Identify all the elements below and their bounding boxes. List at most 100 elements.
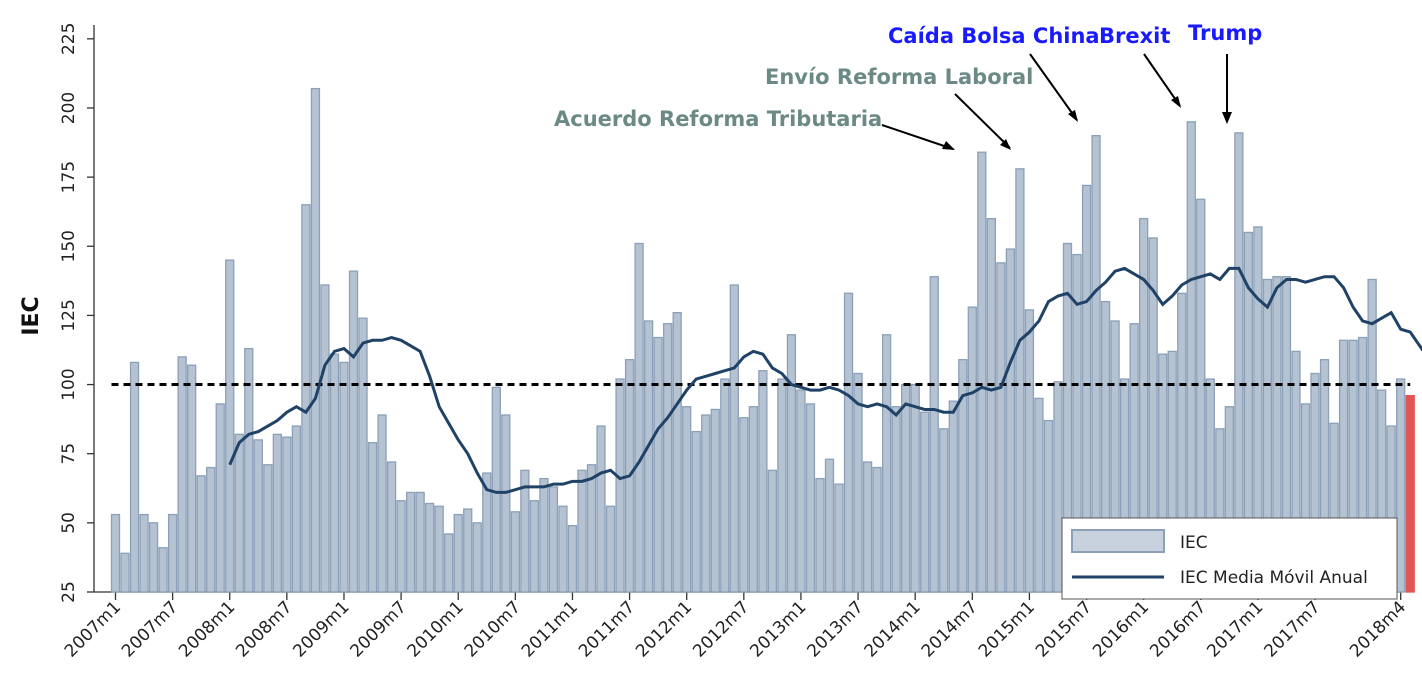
bar [1015,168,1025,593]
x-tick-label-2013m1: 2013m1 [746,597,810,661]
bar [339,361,349,593]
bar [434,505,444,593]
bar [843,292,854,593]
x-tick-label-2011m7: 2011m7 [575,597,639,661]
x-tick-label-2014m7: 2014m7 [918,597,982,661]
bar [234,433,244,593]
bar [510,511,520,593]
bar [425,502,435,593]
legend-swatch-iec [1071,529,1165,553]
bar [386,461,397,593]
bar [548,486,559,593]
bar [996,262,1006,593]
bar [367,441,378,593]
x-tick-label-2017m7: 2017m7 [1260,597,1324,661]
legend-label-iec: IEC [1180,533,1208,553]
bar [834,483,844,593]
bar [453,513,463,593]
bar [710,408,720,593]
bar [491,386,501,593]
bar [358,317,368,593]
annotations: Acuerdo Reforma Tributaria Envío Reforma… [554,21,1262,150]
bars-group [110,87,1415,593]
bar [539,477,549,593]
bar [929,276,939,593]
annotation-reforma-laboral: Envío Reforma Laboral [765,65,1033,89]
y-tick-label-25: 25 [59,581,79,603]
x-tick-label-2015m1: 2015m1 [975,597,1039,661]
bar [444,533,454,593]
bar [862,461,873,593]
bar [501,414,511,593]
y-axis-ticks: 25 50 75 100 125 150 175 200 225 [59,23,94,603]
bar [301,204,311,593]
bar [739,417,749,593]
arrow-reforma-laboral [954,93,1011,149]
bar [634,242,644,593]
bar [986,217,996,593]
bar [520,469,530,593]
bar [348,270,359,593]
arrow-reforma-tributaria [881,124,954,150]
bar [139,513,149,593]
bar [1053,381,1063,593]
bar [881,334,892,593]
bar [939,428,949,593]
bar [320,284,330,593]
bar [824,458,835,593]
y-tick-label-50: 50 [59,512,79,534]
annotation-trump: Trump [1188,21,1262,45]
bar [225,259,235,593]
bar [663,323,673,593]
bar [482,472,492,593]
x-tick-label-2016m1: 2016m1 [1089,597,1153,661]
x-tick-label-2008m1: 2008m1 [175,597,239,661]
annotation-brexit: Brexit [1099,24,1170,48]
bar [615,378,625,593]
bar [253,439,263,593]
bar [586,464,597,593]
bar [786,334,797,593]
annotation-arrows [881,53,1228,150]
bar [567,524,578,593]
annotation-bolsa-china: Caída Bolsa China [888,24,1100,48]
y-tick-label-225: 225 [59,23,79,55]
bar [196,475,206,593]
bar [748,406,758,593]
bar [720,378,730,593]
x-tick-label-2016m7: 2016m7 [1146,597,1210,661]
x-tick-label-2012m1: 2012m1 [632,597,696,661]
bar [910,383,920,593]
bar [329,353,340,593]
x-tick-label-2010m1: 2010m1 [404,597,468,661]
x-tick-label-2009m7: 2009m7 [347,597,411,661]
y-axis-label: IEC [19,296,44,335]
x-tick-label-2011m1: 2011m1 [518,597,582,661]
annotation-reforma-tributaria: Acuerdo Reforma Tributaria [554,107,882,131]
arrowhead-trump [1222,112,1232,124]
x-tick-label-2014m1: 2014m1 [861,597,925,661]
bar [215,403,225,593]
bar [672,311,682,593]
bar [872,466,882,593]
bar [405,491,416,593]
bar [796,389,806,593]
bar [691,430,701,593]
moving-average-line [228,266,1422,494]
bar [815,477,825,593]
x-tick-label-2008m7: 2008m7 [232,597,296,661]
bar [158,547,168,593]
annotation-arrowheads [942,96,1232,150]
x-tick-label-2007m7: 2007m7 [118,597,182,661]
bar [167,513,178,593]
bar [129,361,140,593]
x-tick-label-2018m4: 2018m4 [1346,597,1410,661]
x-tick-label-2007m1: 2007m1 [61,597,125,661]
bar [958,359,968,593]
bar [729,284,739,593]
bar [853,372,863,593]
bar [1034,397,1044,593]
bar [977,151,987,593]
bar [805,403,816,593]
